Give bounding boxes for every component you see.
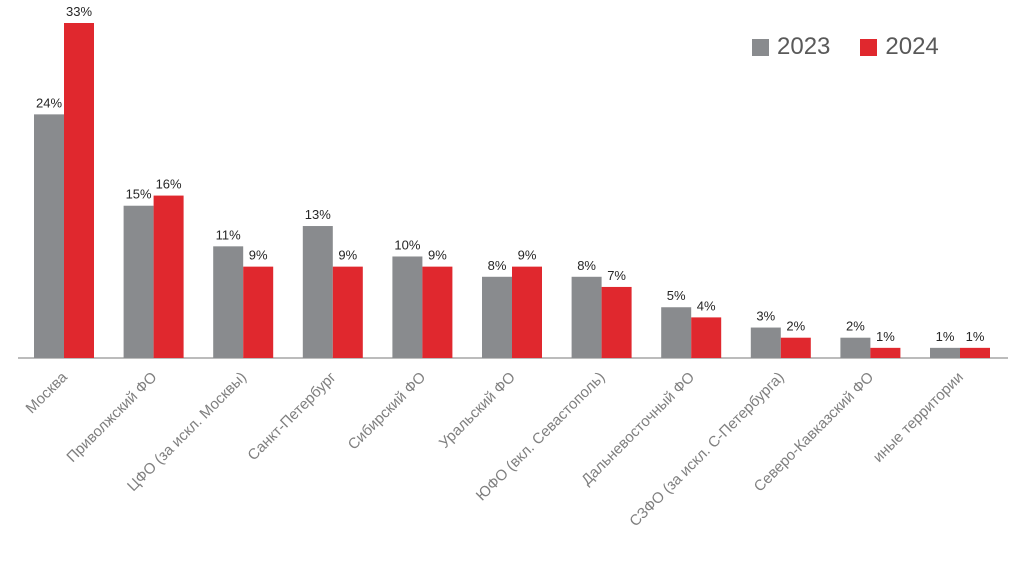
bar-2024-5 [512,266,542,358]
bar-2024-10 [960,347,990,358]
category-label-3: Санкт-Петербург [244,368,340,464]
data-label-2024-8: 2% [786,319,805,334]
data-label-2024-2: 9% [249,248,268,263]
data-label-2023-8: 3% [756,309,775,324]
bar-2024-1 [153,195,184,358]
data-label-2023-7: 5% [667,288,686,303]
bar-2024-3 [332,266,363,358]
bar-2024-0 [64,23,94,358]
category-label-10: иные территории [870,369,967,466]
data-label-2023-10: 1% [936,329,955,344]
legend-item-2023: 2023 [752,33,830,61]
data-label-2024-10: 1% [966,329,985,344]
legend-swatch-2023 [752,38,769,56]
bar-2024-9 [870,347,901,358]
data-label-2023-9: 2% [846,319,865,334]
legend-label-2024: 2024 [885,33,939,60]
legend-label-2023: 2023 [777,33,831,60]
category-label-8: СЗФО (за искл. С-Петербурга) [626,369,787,530]
bar-2024-4 [422,266,453,358]
bar-2023-6 [571,276,602,358]
data-labels-group: 24% 33% 15% 16% 11% 9% 13% 9% 10% 9% 8% 9% 8% 7% 5% 4% 3… [36,4,985,344]
data-label-2024-5: 9% [518,248,537,263]
bar-2024-6 [601,286,632,358]
bar-2023-10 [930,347,960,358]
bar-2023-4 [392,256,423,358]
data-label-2024-9: 1% [876,329,895,344]
bar-2024-2 [243,266,274,358]
bar-2023-9 [840,337,871,358]
bar-2023-8 [750,327,781,358]
data-label-2023-1: 15% [126,187,152,202]
bar-2023-0 [34,114,64,358]
data-label-2023-6: 8% [577,258,596,273]
data-label-2024-6: 7% [607,268,626,283]
bar-2023-7 [661,307,692,358]
bar-2023-2 [213,246,244,358]
category-label-0: Москва [23,368,72,417]
legend-swatch-2024 [860,38,878,56]
data-label-2023-4: 10% [394,237,420,252]
category-label-5: Уральский ФО [436,369,519,452]
data-label-2024-4: 9% [428,248,447,263]
data-label-2023-5: 8% [488,258,507,273]
data-label-2024-7: 4% [697,298,716,313]
data-label-2024-0: 33% [66,4,92,19]
bar-2024-8 [780,337,811,358]
legend: 2023 2024 [752,33,939,61]
legend-item-2024: 2024 [860,33,939,61]
data-label-2023-3: 13% [305,207,331,222]
bar-2023-1 [123,205,154,358]
data-label-2024-3: 9% [338,248,357,263]
category-label-1: Приволжский ФО [63,369,160,466]
data-label-2023-2: 11% [216,227,241,242]
data-label-2024-1: 16% [156,177,182,192]
data-label-2023-0: 24% [36,95,62,110]
bar-2023-5 [482,276,512,358]
bar-2024-7 [691,317,722,358]
bars-group [34,23,990,358]
category-label-4: Сибирский ФО [345,369,430,454]
bar-2023-3 [302,226,333,358]
